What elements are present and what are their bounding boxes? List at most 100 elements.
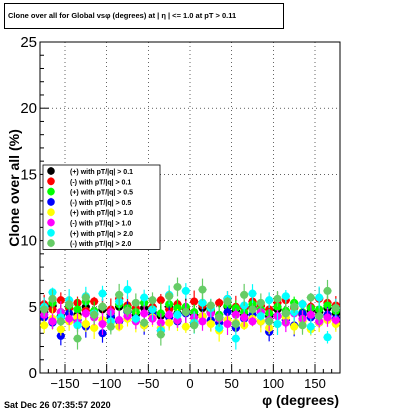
data-point	[323, 333, 332, 342]
data-point	[281, 292, 290, 301]
legend-marker	[47, 177, 55, 186]
data-point	[181, 286, 190, 295]
chart-title: Clone over all for Global vsφ (degrees) …	[8, 11, 237, 20]
data-point	[181, 322, 190, 331]
data-point	[240, 313, 249, 322]
legend: (+) with pT/|q| > 0.1 (-) with pT/|q| > 0…	[42, 164, 161, 250]
data-point	[115, 290, 124, 299]
data-point	[206, 320, 215, 329]
data-point	[73, 334, 82, 343]
data-point	[248, 305, 257, 314]
data-point	[115, 316, 124, 325]
data-point	[265, 317, 274, 326]
data-point	[190, 297, 199, 306]
data-point	[315, 293, 324, 302]
legend-marker	[47, 187, 55, 196]
data-point	[323, 286, 332, 295]
data-point	[65, 300, 74, 309]
x-tick-label: 150	[304, 376, 326, 391]
legend-label: (+) with pT/|q| > 0.1	[70, 169, 133, 176]
y-tick-label: 25	[20, 34, 37, 51]
data-point	[256, 298, 265, 307]
data-point	[156, 330, 165, 339]
data-point	[140, 318, 149, 327]
legend-label: (-) with pT/|q| > 0.1	[70, 179, 131, 186]
x-tick-label: −50	[137, 376, 159, 391]
data-point	[181, 308, 190, 317]
data-point	[223, 308, 232, 317]
axis-ticks	[39, 41, 341, 374]
legend-box	[42, 164, 161, 250]
legend-label: (-) with pT/|q| > 2.0	[70, 241, 131, 248]
data-point	[323, 313, 332, 322]
data-point	[231, 334, 240, 343]
x-axis-label: φ (degrees)	[262, 392, 339, 408]
data-point	[165, 292, 174, 301]
data-point	[240, 290, 249, 299]
data-point	[173, 310, 182, 319]
data-point	[65, 314, 74, 323]
data-point	[198, 285, 207, 294]
y-tick-label: 15	[20, 166, 37, 183]
data-point	[173, 282, 182, 291]
data-point	[273, 294, 282, 303]
data-point	[331, 316, 340, 325]
data-point	[190, 321, 199, 330]
data-point	[223, 297, 232, 306]
legend-label: (+) with pT/|q| > 1.0	[70, 210, 133, 217]
data-point	[98, 302, 107, 311]
data-point	[90, 323, 99, 332]
data-point	[40, 305, 49, 314]
y-tick-label: 0	[29, 365, 37, 382]
data-point	[56, 325, 65, 334]
y-tick-label: 10	[20, 233, 37, 250]
data-point	[290, 302, 299, 311]
data-point	[215, 323, 224, 332]
data-point	[206, 301, 215, 310]
legend-label: (+) with pT/|q| > 2.0	[70, 231, 133, 238]
data-point	[231, 310, 240, 319]
y-axis-label: Clone over all (%)	[6, 129, 22, 246]
tick-labels: −150 −100 −50 0 50 100 150 0 5 10 15 20 25	[20, 34, 326, 391]
data-point	[306, 293, 315, 302]
y-tick-label: 20	[20, 100, 37, 117]
data-point	[131, 314, 140, 323]
legend-marker	[47, 239, 55, 247]
data-point	[56, 317, 65, 326]
data-point	[165, 318, 174, 327]
data-point	[81, 309, 90, 318]
x-tick-label: 50	[224, 376, 238, 391]
data-point	[231, 320, 240, 329]
data-point	[223, 320, 232, 329]
legend-marker	[47, 208, 55, 216]
data-point	[48, 294, 57, 303]
timestamp-footer: Sat Dec 26 07:35:57 2020	[4, 400, 111, 410]
legend-marker	[47, 229, 55, 237]
data-point	[331, 304, 340, 313]
series-8	[39, 277, 341, 350]
chart-title-box: Clone over all for Global vsφ (degrees) …	[4, 3, 284, 29]
data-point	[273, 320, 282, 329]
data-point	[81, 320, 90, 329]
data-point	[73, 305, 82, 314]
data-point	[73, 321, 82, 330]
data-point	[98, 289, 107, 298]
data-point	[98, 320, 107, 329]
data-point	[215, 298, 224, 307]
data-point	[123, 306, 132, 315]
data-point	[306, 322, 315, 331]
data-point	[156, 296, 165, 305]
data-point	[265, 296, 274, 305]
data-point	[290, 322, 299, 331]
data-point	[48, 317, 57, 326]
data-point	[123, 285, 132, 294]
data-point	[40, 321, 49, 330]
data-point	[248, 317, 257, 326]
data-point	[298, 300, 307, 309]
data-point	[231, 304, 240, 313]
data-point	[81, 293, 90, 302]
data-point	[90, 310, 99, 319]
data-point	[56, 331, 65, 340]
data-point	[106, 322, 115, 331]
